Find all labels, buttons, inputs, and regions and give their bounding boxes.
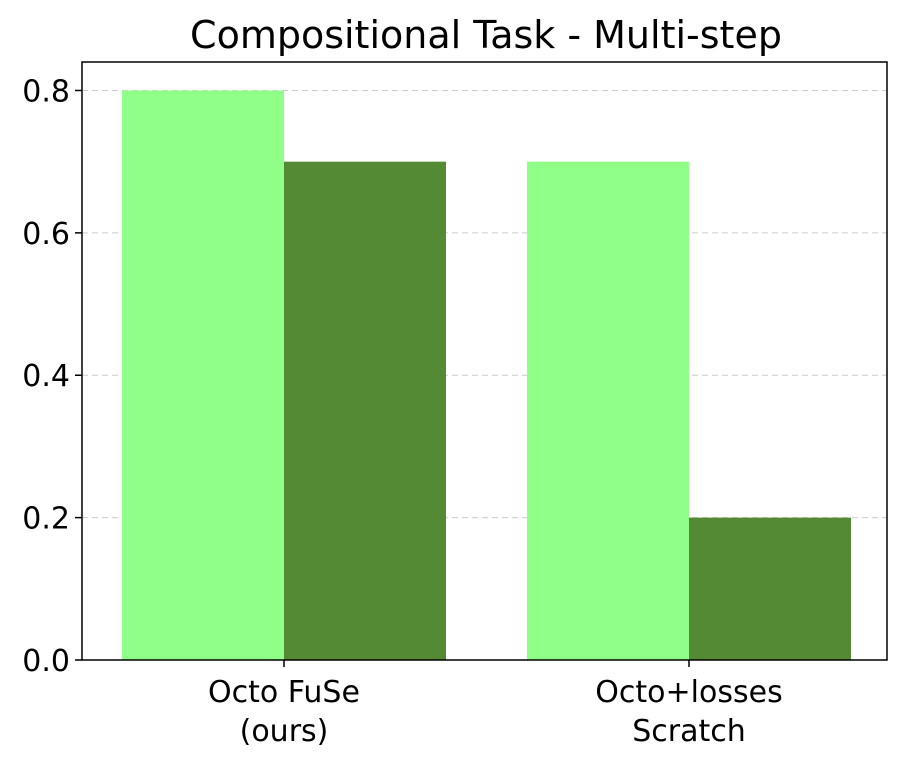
x-tick-label: (ours) [240,714,329,749]
x-tick-label: Octo+losses [595,675,782,710]
bar-1-series-2 [284,161,446,660]
x-tick-label: Scratch [632,714,746,749]
bar-1-series-1 [122,90,284,660]
y-axis: 0.0 0.2 0.4 0.6 0.8 [22,74,82,679]
y-tick-label: 0.8 [22,74,70,109]
x-tick-label: Octo FuSe [208,675,360,710]
y-tick-label: 0.0 [22,644,70,679]
y-tick-label: 0.6 [22,217,70,252]
plot-frame [81,61,888,661]
y-tick-label: 0.2 [22,502,70,537]
chart-title: Compositional Task - Multi-step [190,13,782,57]
x-axis: Octo FuSe (ours) Octo+losses Scratch [208,660,783,749]
y-tick-label: 0.4 [22,359,70,394]
bar-2-series-2 [689,517,851,660]
bar-2-series-1 [527,161,689,660]
bars [122,90,851,660]
